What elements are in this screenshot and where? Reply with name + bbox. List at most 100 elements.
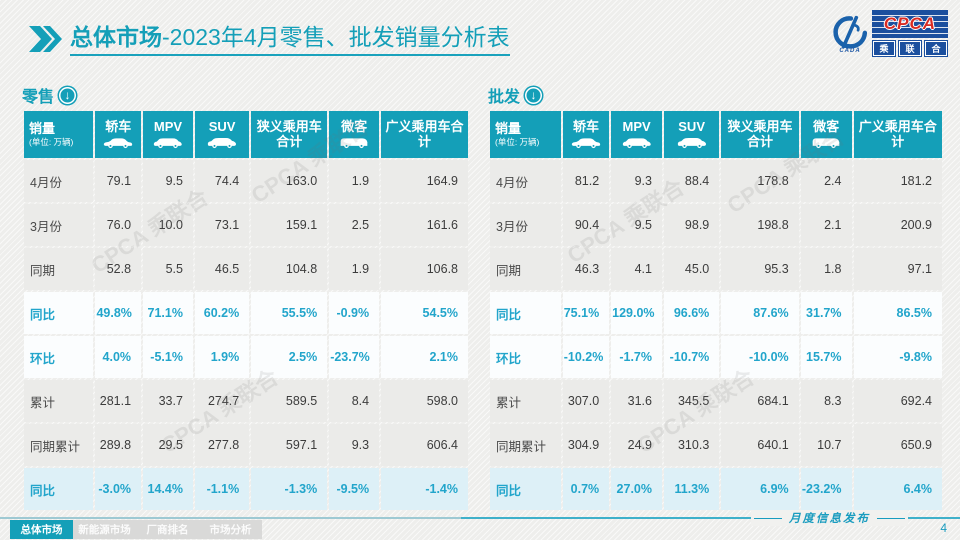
cell-value: 2.1	[800, 204, 852, 246]
cell-value: 2.5%	[251, 336, 328, 378]
cell-value: 1.9	[329, 248, 380, 290]
col-header-suv: SUV	[664, 111, 720, 158]
cell-value: 692.4	[853, 380, 942, 422]
col-header-mpv: MPV	[611, 111, 662, 158]
col-header-sedan: 轿车	[562, 111, 610, 158]
cell-value: 8.4	[329, 380, 380, 422]
cell-value: 60.2%	[194, 292, 250, 334]
cell-value: 52.8	[95, 248, 142, 290]
tab-nev-market[interactable]: 新能源市场	[73, 520, 136, 539]
table-row: 同期 52.8 5.5 46.5 104.8 1.9 106.8	[24, 248, 468, 290]
footer-nav-tabs: 总体市场 新能源市场 厂商排名 市场分析	[10, 520, 262, 539]
row-label: 3月份	[490, 204, 561, 246]
retail-table: 销量 (单位: 万辆) 轿车 MPV SUV 狭义乘用车合计 微客 广义乘用车合计…	[22, 109, 470, 512]
retail-section: 零售 ↓ 销量 (单位: 万辆) 轿车 MPV SUV 狭义乘用车合计 微客 广	[22, 84, 470, 512]
cell-value: 4.0%	[95, 336, 142, 378]
double-chevron-icon	[29, 26, 62, 52]
caption-dash	[877, 517, 905, 519]
cell-value: 129.0%	[611, 292, 662, 334]
cell-value: 71.1%	[143, 292, 193, 334]
row-label: 环比	[24, 336, 94, 378]
cell-value: -1.4%	[381, 468, 468, 510]
cell-value: 304.9	[562, 424, 610, 466]
microvan-icon	[812, 138, 840, 149]
cell-value: 11.3%	[664, 468, 720, 510]
cell-value: 2.1%	[381, 336, 468, 378]
table-row: 同比 49.8% 71.1% 60.2% 55.5% -0.9% 54.5%	[24, 292, 468, 334]
swoosh-icon	[833, 15, 868, 49]
circle-down-arrow-icon: ↓	[59, 86, 77, 104]
cell-value: 14.4%	[143, 468, 193, 510]
col-header-microvan: 微客	[329, 111, 380, 158]
row-label: 累计	[24, 380, 94, 422]
cell-value: 650.9	[853, 424, 942, 466]
col-header-broad-pv-total: 广义乘用车合计	[853, 111, 942, 158]
cell-value: 95.3	[721, 248, 799, 290]
wholesale-section-header: 批发 ↓	[488, 84, 944, 106]
sedan-icon	[571, 138, 601, 149]
cell-value: 86.5%	[853, 292, 942, 334]
title-row: 总体市场-2023年4月零售、批发销量分析表	[28, 24, 510, 57]
cell-value: 98.9	[664, 204, 720, 246]
cell-value: 1.8	[800, 248, 852, 290]
retail-section-title: 零售	[22, 89, 55, 106]
cell-value: 9.3	[329, 424, 380, 466]
cell-value: 4.1	[611, 248, 662, 290]
cell-value: 274.7	[194, 380, 250, 422]
row-label: 4月份	[490, 160, 561, 202]
cell-value: -0.9%	[329, 292, 380, 334]
mpv-icon	[153, 138, 182, 149]
page-title-rest: -2023年4月零售、批发销量分析表	[162, 24, 510, 50]
cell-value: 1.9	[329, 160, 380, 202]
logo-swoosh-caption: CADA	[839, 47, 861, 54]
logo-swoosh: CADA	[831, 14, 869, 54]
col-header-narrow-pv-total: 狭义乘用车合计	[251, 111, 328, 158]
cell-value: 310.3	[664, 424, 720, 466]
cell-value: 159.1	[251, 204, 328, 246]
microvan-icon	[340, 138, 368, 149]
cell-value: 73.1	[194, 204, 250, 246]
logo-cpca-text: CPCA	[883, 14, 937, 33]
cell-value: 104.8	[251, 248, 328, 290]
cell-value: 5.5	[143, 248, 193, 290]
col-header-suv: SUV	[194, 111, 250, 158]
tab-market-analysis[interactable]: 市场分析	[199, 520, 262, 539]
table-row: 3月份 90.4 9.5 98.9 198.8 2.1 200.9	[490, 204, 942, 246]
table-row: 同期 46.3 4.1 45.0 95.3 1.8 97.1	[490, 248, 942, 290]
table-row: 同比 -3.0% 14.4% -1.1% -1.3% -9.5% -1.4%	[24, 468, 468, 510]
cell-value: 54.5%	[381, 292, 468, 334]
row-label: 3月份	[24, 204, 94, 246]
tab-overall-market[interactable]: 总体市场	[10, 520, 73, 539]
cell-value: 6.9%	[721, 468, 799, 510]
cell-value: 31.7%	[800, 292, 852, 334]
cell-value: 289.8	[95, 424, 142, 466]
row-label: 同期	[24, 248, 94, 290]
col-header-sedan: 轿车	[95, 111, 142, 158]
cell-value: -10.2%	[562, 336, 610, 378]
cell-value: 198.8	[721, 204, 799, 246]
logo-sub-char: 乘	[872, 40, 896, 57]
row-label: 环比	[490, 336, 561, 378]
footer-divider	[0, 517, 960, 519]
cell-value: 106.8	[381, 248, 468, 290]
cell-value: 76.0	[95, 204, 142, 246]
cell-value: 55.5%	[251, 292, 328, 334]
row-label: 同比	[490, 292, 561, 334]
row-label: 4月份	[24, 160, 94, 202]
tab-oem-ranking[interactable]: 厂商排名	[136, 520, 199, 539]
table-row: 4月份 79.1 9.5 74.4 163.0 1.9 164.9	[24, 160, 468, 202]
cell-value: -23.2%	[800, 468, 852, 510]
cell-value: 24.9	[611, 424, 662, 466]
table-row: 同期累计 289.8 29.5 277.8 597.1 9.3 606.4	[24, 424, 468, 466]
cell-value: 345.5	[664, 380, 720, 422]
cell-value: 2.4	[800, 160, 852, 202]
row-label: 同比	[24, 292, 94, 334]
unit-label: (单位: 万辆)	[495, 136, 540, 147]
table-row: 3月份 76.0 10.0 73.1 159.1 2.5 161.6	[24, 204, 468, 246]
cell-value: 81.2	[562, 160, 610, 202]
table-row: 累计 307.0 31.6 345.5 684.1 8.3 692.4	[490, 380, 942, 422]
cell-value: 33.7	[143, 380, 193, 422]
cell-value: -1.7%	[611, 336, 662, 378]
col-header-narrow-pv-total: 狭义乘用车合计	[721, 111, 799, 158]
